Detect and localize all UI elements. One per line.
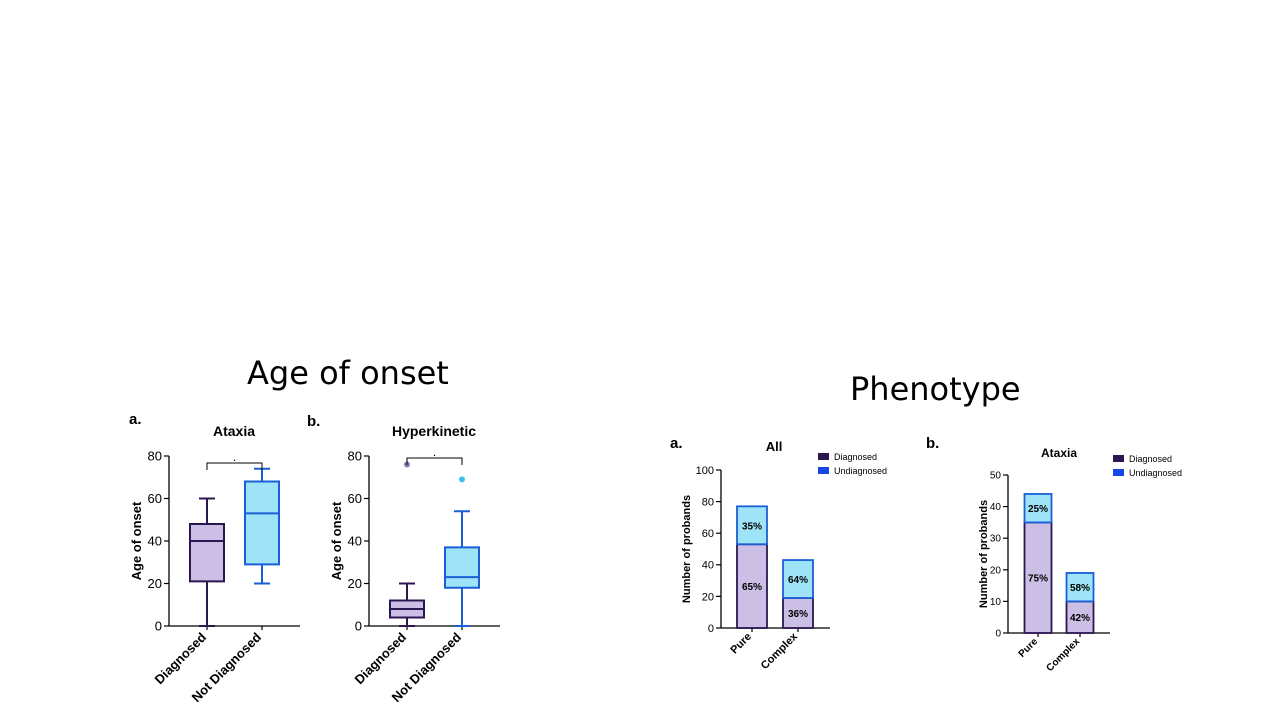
chart3-y-tick-label: 0 <box>708 623 714 635</box>
chart2-title: Hyperkinetic <box>392 423 476 439</box>
chart3-y-tick-label: 60 <box>702 528 714 540</box>
chart4-legend-swatch-diagnosed <box>1113 455 1124 462</box>
chart1-y-axis-label: Age of onset <box>129 501 144 580</box>
chart2-not-diagnosed-box <box>444 546 480 589</box>
chart3-legend-swatch-diagnosed <box>818 453 829 460</box>
chart3-complex-undiagnosed-percent-label: 64% <box>788 575 808 586</box>
chart3-pure-diagnosed-percent-label: 65% <box>742 582 762 593</box>
panel-letter-bar-a: a. <box>670 435 683 452</box>
age-of-onset-title: Age of onset <box>247 354 449 392</box>
chart2-y-tick-label: 60 <box>348 491 362 506</box>
chart4-pure-undiagnosed-bar <box>1023 493 1053 524</box>
chart1-title: Ataxia <box>213 423 255 439</box>
panel-letter-box-b: b. <box>307 413 321 430</box>
chart3-y-tick-label: 20 <box>702 591 714 603</box>
chart2-y-axis-label: Age of onset <box>329 501 344 580</box>
chart4-legend-swatch-undiagnosed <box>1113 469 1124 476</box>
chart4-y-tick-label: 0 <box>995 629 1001 640</box>
chart2-x-tick-label: Diagnosed <box>352 629 410 687</box>
chart4-complex-undiagnosed-percent-label: 58% <box>1070 583 1090 594</box>
chart4-legend-label-diagnosed: Diagnosed <box>1129 454 1172 464</box>
chart3-y-axis-label: Number of probands <box>681 495 693 603</box>
chart2-not-diagnosed-outlier-point <box>459 476 465 483</box>
chart3-pure-diagnosed-bar <box>736 543 768 629</box>
chart1-significance-bracket <box>206 462 263 470</box>
chart4-complex-diagnosed-bar <box>1065 600 1095 634</box>
chart4-x-tick-label: Pure <box>1017 636 1041 660</box>
chart3-y-tick-label: 40 <box>702 560 714 572</box>
chart3-y-tick-label: 100 <box>696 465 714 477</box>
chart3-legend-label-diagnosed: Diagnosed <box>834 452 877 462</box>
chart1-significance-mark: . <box>233 450 236 464</box>
chart2-significance-mark: . <box>433 445 436 459</box>
chart1-not-diagnosed-box <box>244 480 280 566</box>
chart4-x-tick-label: Complex <box>1044 636 1082 674</box>
chart2-y-tick-label: 80 <box>348 449 362 464</box>
panel-letter-box-a: a. <box>129 411 142 428</box>
chart1-y-tick-label: 0 <box>155 619 162 634</box>
chart1-diagnosed-box <box>189 523 225 583</box>
chart3-legend-label-undiagnosed: Undiagnosed <box>834 466 887 476</box>
chart4-y-axis-label: Number of probands <box>978 500 990 608</box>
chart4-y-tick-label: 10 <box>990 597 1002 608</box>
chart4-pure-diagnosed-percent-label: 75% <box>1028 574 1048 585</box>
chart3-pure-undiagnosed-bar <box>736 505 768 546</box>
chart4-title: Ataxia <box>1041 446 1077 460</box>
panel-letter-bar-b: b. <box>926 435 940 452</box>
chart1-x-tick-label: Diagnosed <box>152 629 210 687</box>
chart3-legend-swatch-undiagnosed <box>818 467 829 474</box>
chart3-complex-undiagnosed-bar <box>782 559 814 599</box>
chart4-legend-label-undiagnosed: Undiagnosed <box>1129 468 1182 478</box>
chart1-y-tick-label: 80 <box>148 449 162 464</box>
chart2-y-tick-label: 20 <box>348 576 362 591</box>
chart3-pure-undiagnosed-percent-label: 35% <box>742 521 762 532</box>
chart4-y-tick-label: 30 <box>990 534 1002 545</box>
chart2-significance-bracket <box>406 457 463 465</box>
chart3-title: All <box>766 439 783 454</box>
chart3-complex-diagnosed-percent-label: 36% <box>788 609 808 620</box>
chart3-x-tick-label: Complex <box>759 630 801 672</box>
chart4-y-tick-label: 40 <box>990 502 1002 513</box>
chart1-y-tick-label: 60 <box>148 491 162 506</box>
chart4-y-tick-label: 50 <box>990 471 1002 482</box>
chart3-y-tick-label: 80 <box>702 496 714 508</box>
chart1-y-tick-label: 20 <box>148 576 162 591</box>
chart4-pure-diagnosed-bar <box>1023 521 1053 634</box>
chart3-x-tick-label: Pure <box>728 631 754 657</box>
chart4-complex-undiagnosed-bar <box>1065 572 1095 603</box>
chart2-y-tick-label: 0 <box>355 619 362 634</box>
chart2-y-tick-label: 40 <box>348 534 362 549</box>
chart1-y-tick-label: 40 <box>148 534 162 549</box>
chart4-y-tick-label: 20 <box>990 565 1002 576</box>
phenotype-title: Phenotype <box>850 370 1021 408</box>
chart4-pure-undiagnosed-percent-label: 25% <box>1028 504 1048 515</box>
chart4-complex-diagnosed-percent-label: 42% <box>1070 613 1090 624</box>
